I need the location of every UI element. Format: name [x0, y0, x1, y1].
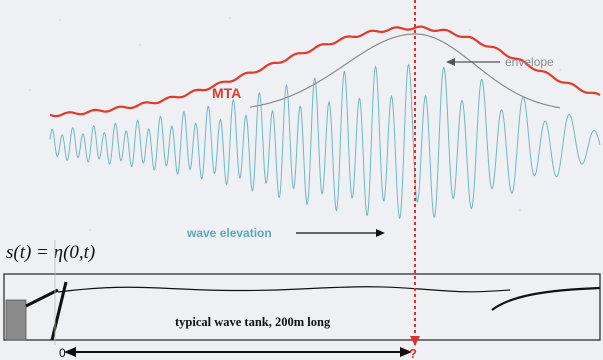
- tank-beach: [491, 286, 601, 311]
- wave-elevation-signal: [49, 63, 601, 220]
- distance-arrowhead-right: [400, 347, 412, 357]
- envelope-arrowhead: [446, 58, 455, 66]
- focus-line-arrowhead: [410, 336, 420, 346]
- distance-arrowhead-left: [64, 347, 76, 357]
- mta-curve: [49, 25, 601, 118]
- wave-tank-box: [3, 273, 601, 341]
- formula-label: s(t) = η(0,t): [6, 242, 95, 263]
- background-dots: [28, 16, 562, 232]
- tank-caption: typical wave tank, 200m long: [175, 315, 331, 329]
- wavemaker-paddle-arm: [25, 288, 59, 308]
- mta-label: MTA: [212, 85, 241, 101]
- origin-label: 0: [59, 346, 66, 360]
- envelope-curve: [249, 33, 561, 109]
- unknown-location-label: ?: [409, 346, 417, 360]
- envelope-label: envelope: [505, 55, 554, 69]
- wavemaker-block: [5, 299, 27, 341]
- wave-elevation-label: wave elevation: [186, 226, 272, 240]
- tank-free-surface: [57, 286, 511, 293]
- wave-elevation-arrowhead: [376, 229, 385, 237]
